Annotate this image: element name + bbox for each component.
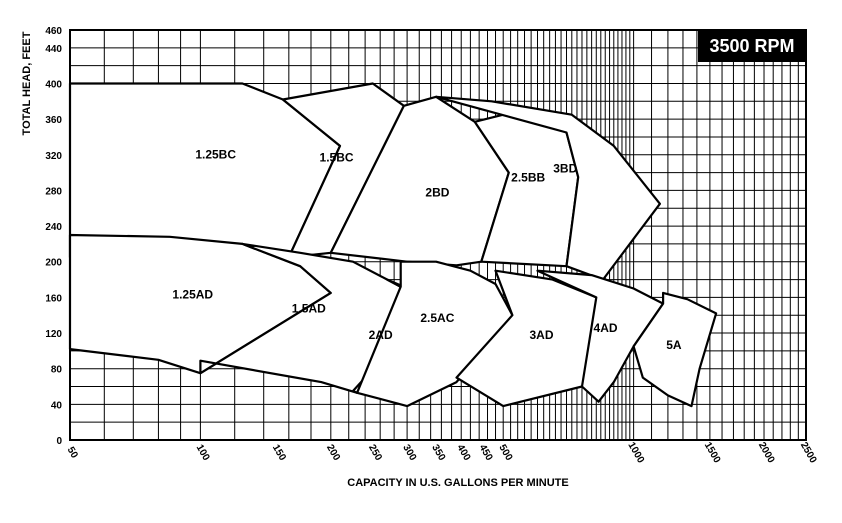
x-tick-label: 400 xyxy=(454,443,472,463)
x-tick-label: 1500 xyxy=(702,440,723,465)
region-4AD xyxy=(536,269,665,403)
region-label: 5A xyxy=(666,338,682,352)
region-label: 2.5BB xyxy=(511,170,545,184)
region-label: 1.5BC xyxy=(320,150,354,164)
x-tick-label: 450 xyxy=(477,443,495,463)
y-tick-label: 320 xyxy=(45,151,62,162)
y-tick-label: 460 xyxy=(45,26,62,37)
region-label: 3AD xyxy=(529,328,553,342)
region-label: 4AD xyxy=(594,321,618,335)
x-tick-label: 350 xyxy=(429,443,447,463)
y-tick-label: 360 xyxy=(45,115,62,126)
y-axis-title: TOTAL HEAD, FEET xyxy=(21,31,33,136)
y-tick-label: 80 xyxy=(51,365,63,376)
y-tick-label: 240 xyxy=(45,222,62,233)
x-tick-label: 500 xyxy=(496,443,514,463)
plot-frame xyxy=(69,29,807,441)
region-5A xyxy=(632,291,718,408)
region-label: 1.25AD xyxy=(172,288,213,302)
x-tick-label: 150 xyxy=(270,443,288,463)
x-tick-label: 250 xyxy=(366,443,384,463)
x-tick-label: 300 xyxy=(400,443,418,463)
y-tick-label: 120 xyxy=(45,329,62,340)
y-tick-label: 40 xyxy=(51,400,63,411)
x-tick-label: 50 xyxy=(65,445,80,461)
region-3BD xyxy=(435,95,662,281)
title-box xyxy=(698,30,806,62)
x-tick-label: 2500 xyxy=(798,440,819,465)
x-tick-label: 100 xyxy=(194,443,212,463)
y-tick-label: 440 xyxy=(45,44,62,55)
x-axis-title: CAPACITY IN U.S. GALLONS PER MINUTE xyxy=(347,477,568,489)
region-label: 2.5AC xyxy=(420,311,454,325)
region-label: 1.25BC xyxy=(195,147,236,161)
y-tick-label: 400 xyxy=(45,79,62,90)
y-tick-label: 280 xyxy=(45,186,62,197)
region-label: 3BD xyxy=(553,162,577,176)
y-tick-label: 0 xyxy=(56,436,62,447)
x-tick-label: 1000 xyxy=(625,440,646,465)
chart-title: 3500 RPM xyxy=(709,36,794,56)
region-label: 2BD xyxy=(425,185,449,199)
region-label: 2AD xyxy=(369,328,393,342)
x-tick-label: 200 xyxy=(324,443,342,463)
y-tick-label: 160 xyxy=(45,293,62,304)
region-1-5AD xyxy=(199,242,405,394)
region-label: 1.5AD xyxy=(292,302,326,316)
y-tick-label: 200 xyxy=(45,258,62,269)
x-tick-label: 2000 xyxy=(756,440,777,465)
